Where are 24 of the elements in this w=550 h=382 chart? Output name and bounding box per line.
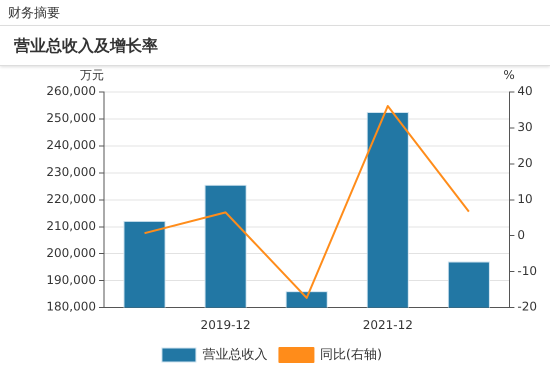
y-tick-label: 260,000 — [46, 84, 96, 98]
y-tick-label: 250,000 — [46, 111, 96, 126]
y2-tick-label: 0 — [517, 228, 526, 242]
y-tick-label: 230,000 — [46, 164, 96, 179]
y-tick-label: 190,000 — [46, 272, 96, 287]
legend-label: 营业总收入 — [202, 347, 268, 362]
y2-tick-label: 30 — [517, 120, 533, 134]
y-axis-title: 万元 — [80, 68, 104, 82]
text: 财务摘要 — [8, 6, 60, 21]
chart-title: 营业总收入及增长率 — [0, 26, 550, 66]
y-tick-label: 180,000 — [46, 300, 96, 314]
y-tick-label: 220,000 — [46, 192, 96, 206]
x-tick-label: 2019-12 — [200, 318, 251, 332]
y2-tick-label: -10 — [517, 264, 538, 278]
y2-tick-label: 10 — [517, 192, 533, 206]
y-tick-label: 240,000 — [46, 138, 96, 152]
legend-label: 同比(右轴) — [320, 347, 382, 362]
y2-tick-label: 40 — [517, 84, 533, 98]
y-tick-label: 210,000 — [46, 218, 96, 233]
y2-axis-title: % — [503, 68, 515, 82]
y2-tick-label: -20 — [517, 300, 538, 314]
y2-tick-label: 20 — [517, 156, 533, 170]
x-tick-label: 2021-12 — [362, 318, 413, 332]
y-tick-label: 200,000 — [46, 246, 96, 260]
